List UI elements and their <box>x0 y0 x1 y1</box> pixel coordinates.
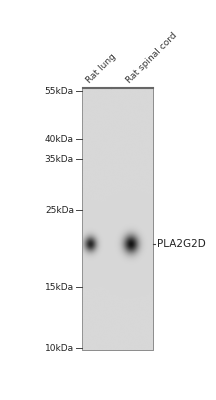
Text: PLA2G2D: PLA2G2D <box>157 239 205 249</box>
Text: 25kDa: 25kDa <box>45 206 74 214</box>
Text: Rat spinal cord: Rat spinal cord <box>124 31 179 85</box>
Text: 15kDa: 15kDa <box>45 283 74 292</box>
Bar <box>82 88 152 350</box>
Text: 10kDa: 10kDa <box>45 344 74 353</box>
Text: 35kDa: 35kDa <box>45 155 74 164</box>
Bar <box>82 88 152 350</box>
Text: Rat lung: Rat lung <box>84 52 117 85</box>
Text: 55kDa: 55kDa <box>45 87 74 96</box>
Text: 40kDa: 40kDa <box>45 135 74 144</box>
